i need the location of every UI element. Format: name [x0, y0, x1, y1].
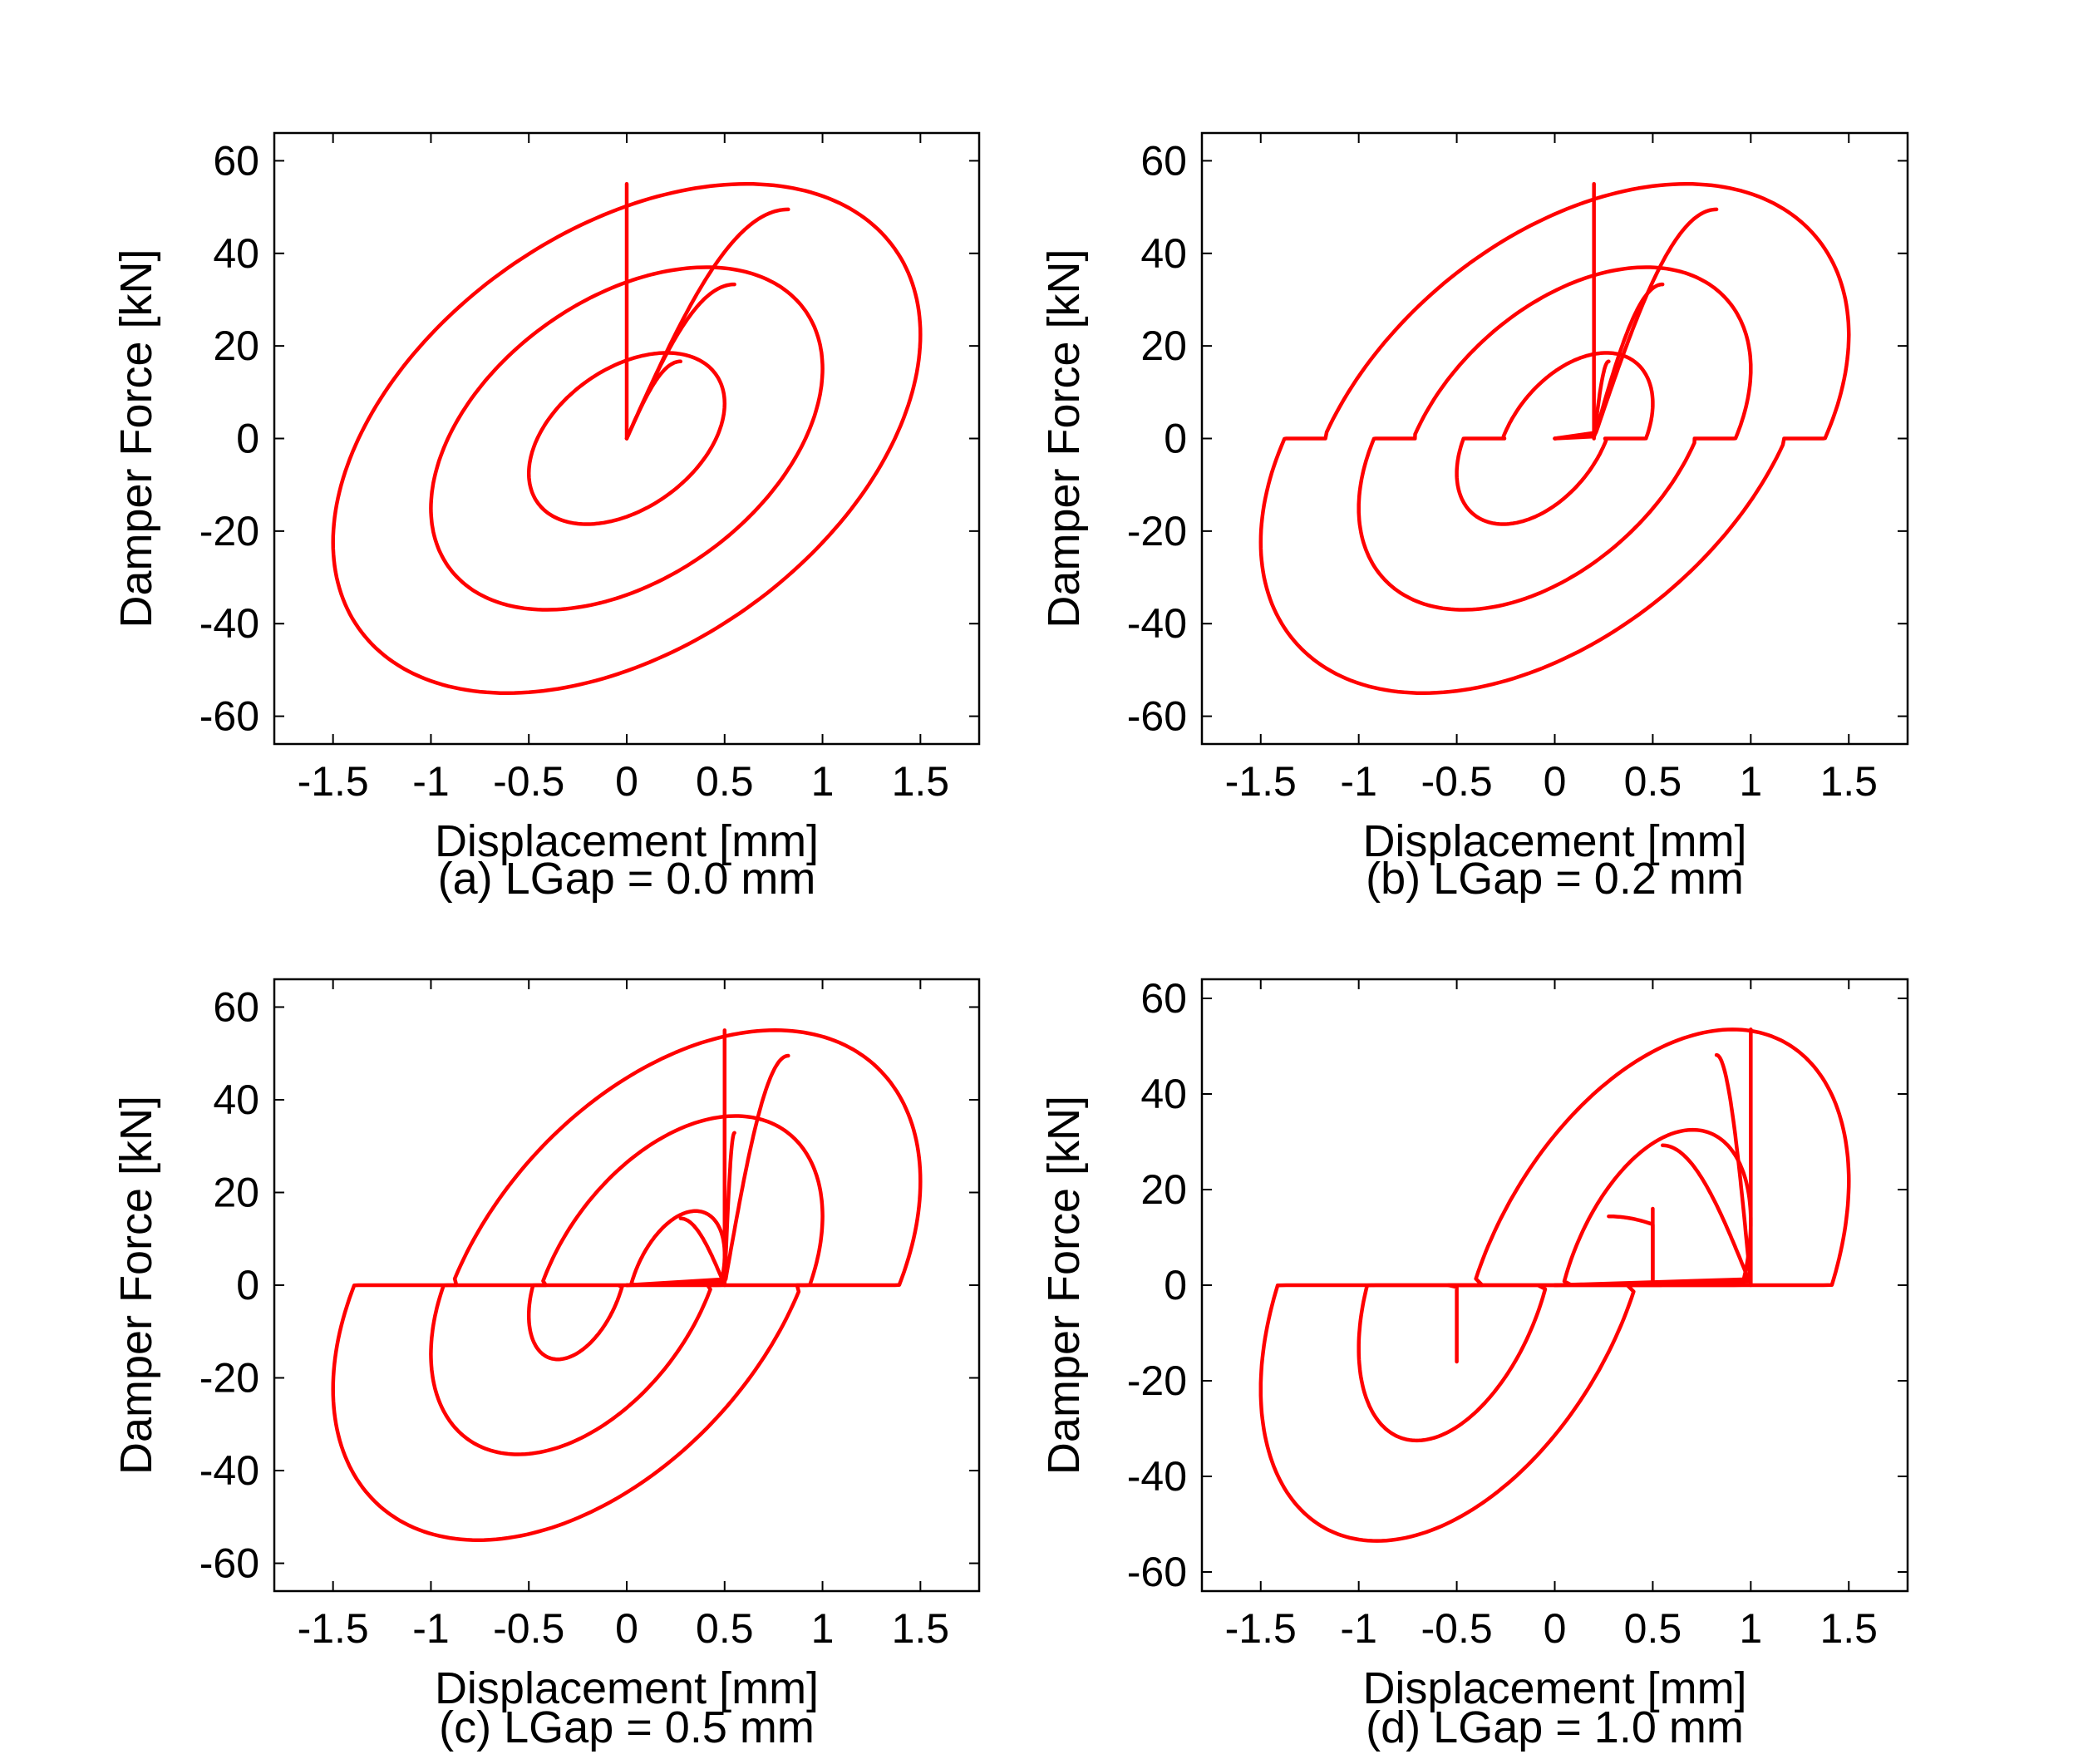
panel-caption-a: (a) LGap = 0.0 mm	[438, 854, 816, 904]
panel-d: -1.5 -1 -0.5 0 0.5 1 1.5 60 40 20 0 -20 -40 -60 Displa…	[1039, 975, 1909, 1752]
x-tick-label-c: 0	[615, 1605, 638, 1652]
x-tick-label-b: 1	[1739, 758, 1762, 805]
x-tick-label-c: -1.5	[298, 1605, 369, 1652]
x-tick-label-c: -1	[412, 1605, 449, 1652]
x-tick-label-a: 1.5	[892, 758, 950, 805]
initial-curve-d-1	[1553, 1214, 1655, 1288]
panel-c: -1.5 -1 -0.5 0 0.5 1 1.5 60 40 20 0 -20 -40 -60 Displa…	[111, 978, 981, 1752]
y-tick-label-a: -40	[199, 600, 259, 647]
x-tick-label-d: 1.5	[1819, 1605, 1878, 1652]
initial-curve-d-3	[1553, 1052, 1752, 1288]
initial-curve-d-2	[1553, 1143, 1751, 1288]
panel-a: -1.5 -1 -0.5 0 0.5 1 1.5 60 40 20 0 -20 -40 -60 Displa…	[111, 131, 981, 904]
y-tick-label-d: -60	[1127, 1549, 1187, 1595]
x-tick-label-b: -1	[1340, 758, 1376, 805]
x-tick-label-a: 1	[811, 758, 835, 805]
x-tick-label-d: 0.5	[1624, 1605, 1682, 1652]
y-tick-label-b: -20	[1127, 508, 1187, 554]
hysteresis-loop-b-1	[1455, 351, 1655, 526]
panel-caption-b: (b) LGap = 0.2 mm	[1366, 854, 1744, 904]
panel-caption-c: (c) LGap = 0.5 mm	[439, 1702, 815, 1752]
initial-curve-b-3	[1553, 207, 1719, 441]
y-tick-label-a: 20	[213, 323, 259, 369]
x-tick-label-b: 1.5	[1819, 758, 1878, 805]
panel-b: -1.5 -1 -0.5 0 0.5 1 1.5 60 40 20 0 -20 -40 -60 Displa…	[1039, 131, 1909, 904]
hysteresis-loop-b-2	[1357, 265, 1753, 612]
x-tick-label-c: 1.5	[892, 1605, 950, 1652]
initial-curve-c-1	[624, 1216, 726, 1288]
x-axis-label-c: Displacement [mm]	[435, 1663, 819, 1713]
curves-a	[331, 182, 923, 695]
curves-b	[1258, 182, 1851, 695]
y-tick-label-a: 60	[213, 137, 259, 184]
y-tick-label-d: -40	[1127, 1453, 1187, 1500]
x-tick-label-a: 0.5	[696, 758, 754, 805]
y-tick-label-c: 40	[213, 1077, 259, 1123]
hysteresis-loop-d-3	[1258, 1027, 1851, 1543]
x-tick-label-d: -0.5	[1421, 1605, 1492, 1652]
y-tick-label-a: -60	[199, 693, 259, 740]
x-axis-label-b: Displacement [mm]	[1362, 816, 1746, 866]
initial-curve-c-3	[624, 1053, 790, 1288]
initial-curve-a-3	[624, 207, 790, 441]
hysteresis-loop-b-3	[1258, 182, 1851, 695]
hysteresis-loop-a-3	[331, 182, 923, 695]
x-tick-label-b: 0	[1544, 758, 1567, 805]
hysteresis-loop-c-1	[526, 1209, 727, 1362]
x-tick-label-b: -1.5	[1225, 758, 1297, 805]
hysteresis-loop-c-3	[331, 1028, 923, 1542]
y-tick-label-d: 20	[1140, 1166, 1187, 1213]
y-tick-label-c: 20	[213, 1169, 259, 1215]
y-tick-label-b: -40	[1127, 600, 1187, 647]
x-tick-label-d: 0	[1544, 1605, 1567, 1652]
y-tick-label-d: 40	[1140, 1071, 1187, 1117]
y-tick-label-b: 40	[1140, 230, 1187, 277]
y-axis-label-a: Damper Force [kN]	[111, 249, 161, 628]
x-tick-label-c: 0.5	[696, 1605, 754, 1652]
y-tick-label-c: -60	[199, 1540, 259, 1587]
hysteresis-loop-c-2	[429, 1114, 825, 1456]
hysteresis-loop-a-2	[429, 265, 825, 612]
x-tick-label-d: -1	[1340, 1605, 1376, 1652]
x-tick-label-d: -1.5	[1225, 1605, 1297, 1652]
y-axis-label-d: Damper Force [kN]	[1039, 1096, 1089, 1475]
y-tick-label-a: -20	[199, 508, 259, 554]
y-tick-label-b: 0	[1164, 416, 1187, 462]
x-tick-label-d: 1	[1739, 1605, 1762, 1652]
y-tick-label-d: 0	[1164, 1262, 1187, 1308]
initial-curve-b-1	[1553, 359, 1611, 441]
y-axis-label-c: Damper Force [kN]	[111, 1096, 161, 1475]
y-tick-label-b: -60	[1127, 693, 1187, 740]
x-axis-label-d: Displacement [mm]	[1362, 1663, 1746, 1713]
y-tick-label-c: -20	[199, 1355, 259, 1402]
y-tick-label-c: -40	[199, 1447, 259, 1494]
y-tick-label-b: 60	[1140, 137, 1187, 184]
y-axis-label-b: Damper Force [kN]	[1039, 249, 1089, 628]
x-tick-label-b: 0.5	[1624, 758, 1682, 805]
x-tick-label-c: -0.5	[493, 1605, 564, 1652]
hysteresis-loop-a-1	[526, 351, 727, 526]
curves-d	[1258, 1027, 1851, 1543]
y-tick-label-a: 0	[236, 416, 259, 462]
y-tick-label-b: 20	[1140, 323, 1187, 369]
y-tick-label-d: -20	[1127, 1357, 1187, 1404]
y-tick-label-a: 40	[213, 230, 259, 277]
x-axis-label-a: Displacement [mm]	[435, 816, 819, 866]
panel-caption-d: (d) LGap = 1.0 mm	[1366, 1702, 1744, 1752]
curves-c	[331, 1028, 923, 1542]
x-tick-label-a: 0	[615, 758, 638, 805]
x-tick-label-c: 1	[811, 1605, 835, 1652]
x-tick-label-a: -0.5	[493, 758, 564, 805]
y-tick-label-c: 60	[213, 983, 259, 1030]
y-tick-label-d: 60	[1140, 975, 1187, 1022]
x-tick-label-b: -0.5	[1421, 758, 1492, 805]
x-tick-label-a: -1	[412, 758, 449, 805]
x-tick-label-a: -1.5	[298, 758, 369, 805]
y-tick-label-c: 0	[236, 1262, 259, 1308]
